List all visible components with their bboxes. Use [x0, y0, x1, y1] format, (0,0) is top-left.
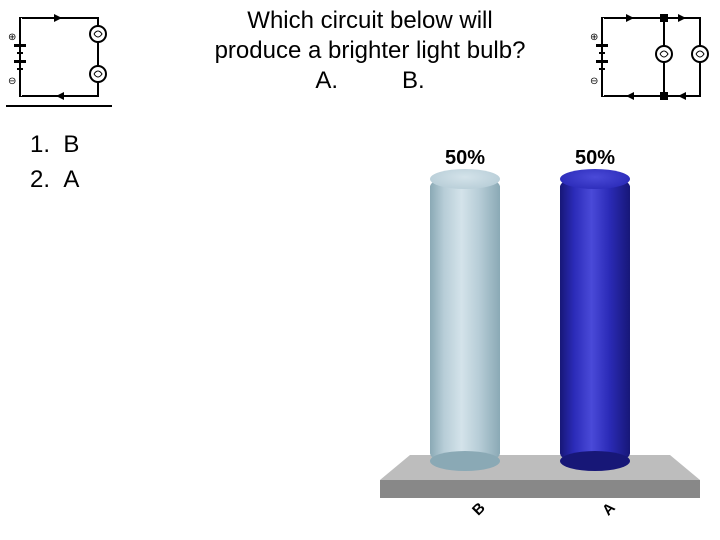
svg-text:⊖: ⊖: [590, 76, 598, 87]
chart-base: [380, 455, 700, 510]
answer-option-1: 1. B: [30, 128, 79, 163]
svg-text:⊖: ⊖: [8, 76, 16, 87]
bar-value-label: 50%: [435, 147, 495, 170]
circuit-b-diagram: ⊕ ⊖: [586, 4, 716, 109]
question-line2: produce a brighter light bulb?: [150, 36, 590, 66]
chart-bar: [430, 175, 500, 465]
svg-text:⊕: ⊕: [8, 32, 16, 43]
bar-value-label: 50%: [565, 147, 625, 170]
answer-list: 1. B 2. A: [30, 128, 79, 198]
svg-text:⊕: ⊕: [590, 32, 598, 43]
question-text: Which circuit below will produce a brigh…: [150, 6, 590, 96]
answer-option-2: 2. A: [30, 163, 79, 198]
circuit-a-diagram: ⊕ ⊖: [4, 4, 114, 109]
poll-bar-chart: 50%B50%A: [380, 145, 700, 515]
question-line1: Which circuit below will: [150, 6, 590, 36]
chart-bar: [560, 175, 630, 465]
question-line3: A. B.: [150, 66, 590, 96]
